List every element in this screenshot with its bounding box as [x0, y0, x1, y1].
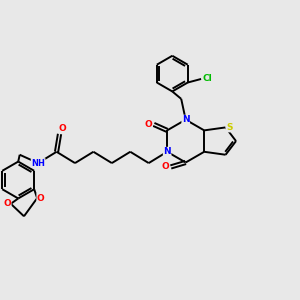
Text: O: O — [58, 124, 66, 133]
Text: N: N — [182, 115, 190, 124]
Text: O: O — [3, 199, 11, 208]
Text: O: O — [145, 120, 152, 129]
Text: S: S — [226, 123, 232, 132]
Text: O: O — [37, 194, 45, 203]
Text: O: O — [162, 162, 169, 171]
Text: NH: NH — [31, 159, 45, 168]
Text: Cl: Cl — [202, 74, 212, 83]
Text: N: N — [163, 147, 171, 156]
